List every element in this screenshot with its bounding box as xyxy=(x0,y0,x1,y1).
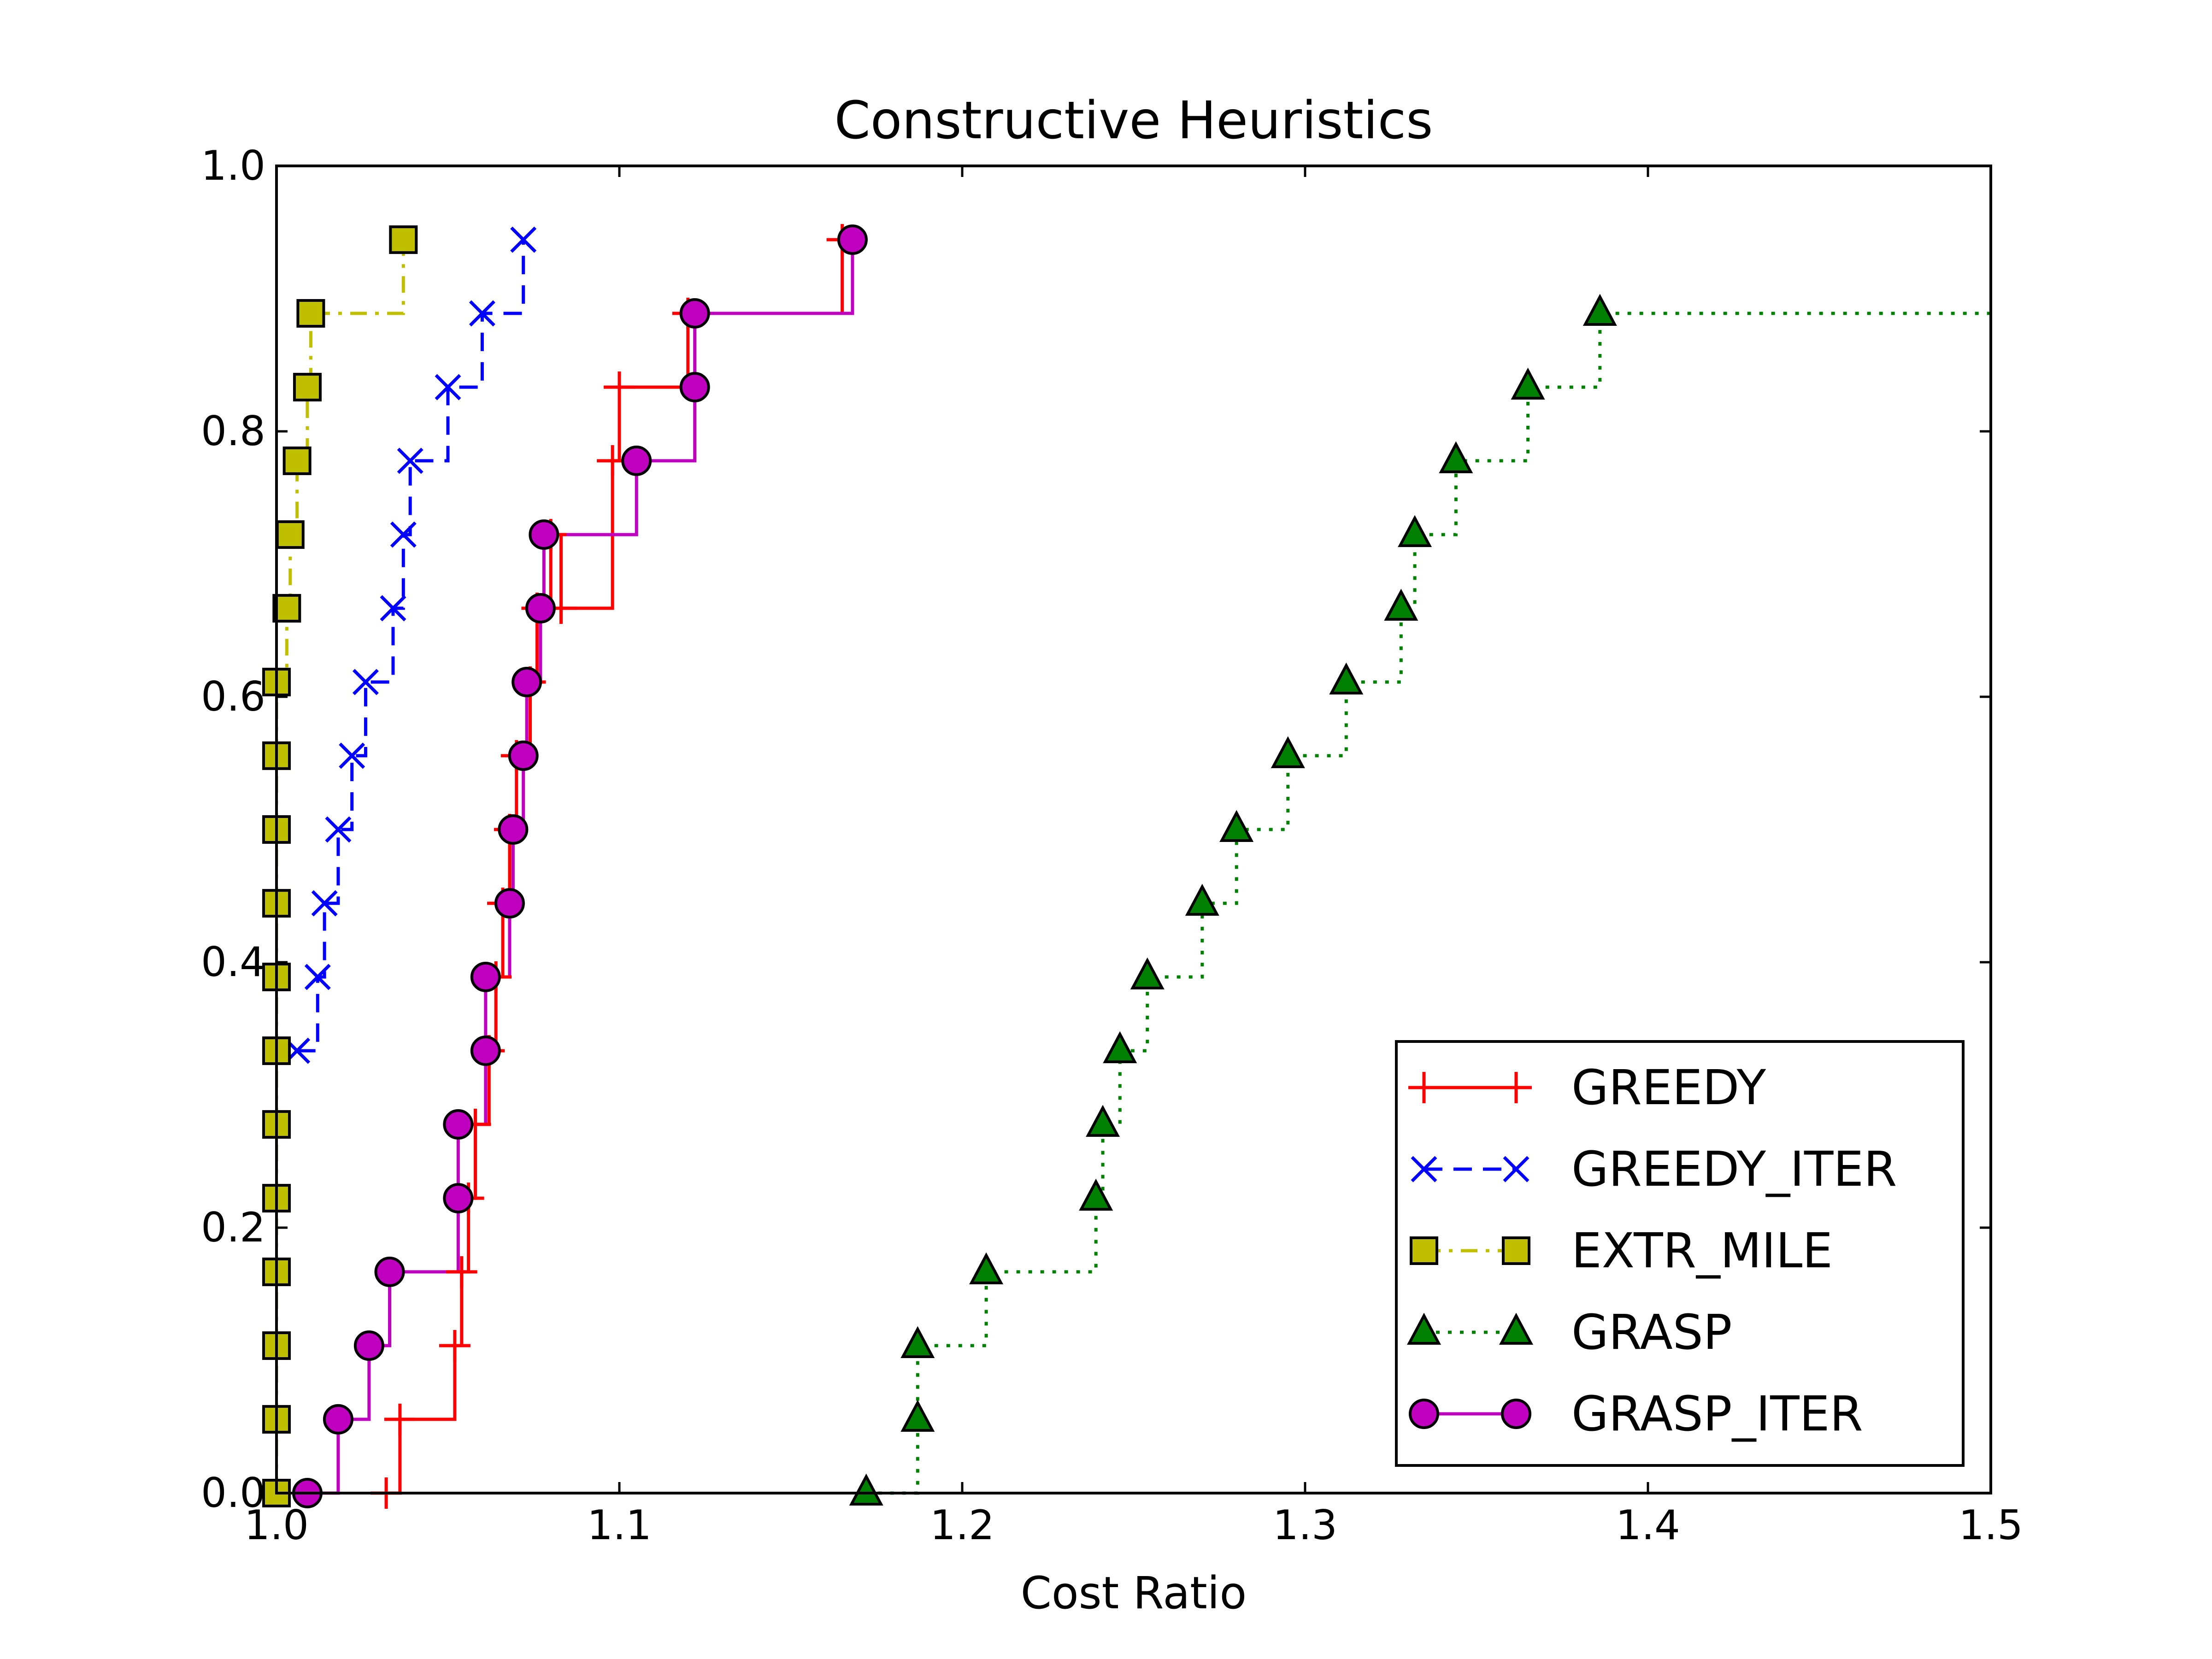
legend-box xyxy=(1395,1040,1965,1467)
x-tick-label: 1.0 xyxy=(244,1501,309,1549)
data-point-greedy-iter xyxy=(469,300,495,327)
data-point-grasp-iter xyxy=(508,740,539,771)
legend-marker xyxy=(1411,1156,1437,1182)
data-point-grasp-iter xyxy=(621,445,652,476)
data-point-greedy-iter xyxy=(397,447,424,474)
data-point-extr-mile xyxy=(282,446,312,475)
y-tick-label: 0.0 xyxy=(201,1469,265,1517)
data-point-grasp-iter xyxy=(470,1035,501,1066)
data-point-grasp-iter xyxy=(470,961,501,992)
data-point-grasp-iter xyxy=(512,667,542,698)
data-point-grasp-iter xyxy=(529,519,559,550)
data-point-greedy-iter xyxy=(311,890,338,917)
x-tick-label: 1.1 xyxy=(587,1501,652,1549)
x-axis-label: Cost Ratio xyxy=(1021,1567,1247,1619)
legend-marker xyxy=(1499,1312,1533,1345)
data-point-grasp xyxy=(1103,1031,1137,1064)
data-point-grasp xyxy=(849,1473,883,1506)
legend-label: GREEDY_ITER xyxy=(1571,1141,1897,1197)
data-point-greedy-iter xyxy=(304,964,331,990)
data-point-greedy-iter xyxy=(390,521,417,548)
y-tick-label: 1.0 xyxy=(201,142,265,189)
data-point-extr-mile xyxy=(272,594,301,623)
legend-item-greedy-iter: GREEDY_ITER xyxy=(1411,1141,1897,1197)
data-point-greedy xyxy=(604,371,635,403)
plot-area xyxy=(262,224,1991,1509)
legend: GREEDY GREEDY_ITER EXTR_MILE GRASP GRASP_ITE… xyxy=(1395,1040,1965,1467)
legend-marker xyxy=(1408,1072,1440,1103)
legend-marker xyxy=(1410,1236,1438,1265)
axes: 1.0 1.1 1.2 1.3 1.4 1.5 0.0 0.2 0.4 0.6 0.8 1.0 xyxy=(201,142,2023,1549)
legend-marker xyxy=(1501,1399,1531,1429)
data-point-extr-mile xyxy=(276,520,305,549)
data-point-greedy-iter xyxy=(352,669,379,695)
data-point-greedy xyxy=(439,1330,471,1362)
data-point-grasp xyxy=(1219,810,1254,842)
data-point-grasp-iter xyxy=(498,814,529,845)
data-point-grasp xyxy=(1329,662,1364,695)
data-point-grasp-iter xyxy=(374,1256,405,1287)
legend-marker xyxy=(1503,1156,1530,1182)
data-point-grasp xyxy=(1079,1178,1113,1211)
legend-label: GRASP xyxy=(1571,1304,1732,1360)
legend-item-grasp-iter: GRASP_ITER xyxy=(1409,1386,1863,1442)
x-tick-label: 1.2 xyxy=(930,1501,994,1549)
data-point-grasp xyxy=(969,1252,1004,1284)
data-point-greedy-iter xyxy=(325,816,352,843)
legend-item-grasp: GRASP xyxy=(1407,1304,1732,1360)
data-point-grasp xyxy=(1398,515,1432,547)
data-point-grasp-iter xyxy=(353,1330,384,1361)
x-tick-label: 1.3 xyxy=(1273,1501,1337,1549)
data-point-grasp-iter xyxy=(679,372,710,403)
data-point-greedy-iter xyxy=(380,595,406,622)
data-point-grasp xyxy=(1271,736,1305,768)
data-point-greedy-iter xyxy=(339,742,365,769)
y-tick-label: 0.4 xyxy=(201,938,265,986)
legend-marker xyxy=(1407,1312,1441,1345)
data-point-greedy-iter xyxy=(510,226,537,253)
data-point-grasp-iter xyxy=(443,1109,474,1140)
data-point-grasp xyxy=(1439,441,1473,473)
data-point-grasp xyxy=(1583,294,1617,326)
y-tick-label: 0.8 xyxy=(201,407,265,455)
data-point-greedy xyxy=(384,1403,416,1435)
series-line-grasp xyxy=(866,312,1991,1495)
plot-frame xyxy=(275,165,1992,1494)
data-point-greedy xyxy=(446,1256,477,1288)
series-line-greedy-iter xyxy=(297,240,525,1053)
legend-marker xyxy=(1502,1236,1530,1265)
x-tick-label: 1.4 xyxy=(1616,1501,1680,1549)
legend-item-greedy: GREEDY xyxy=(1408,1059,1766,1116)
data-point-grasp-iter xyxy=(837,224,868,255)
y-tick-label: 0.6 xyxy=(201,673,265,720)
data-point-grasp xyxy=(900,1326,935,1359)
data-point-extr-mile xyxy=(389,225,418,254)
data-point-grasp xyxy=(1130,957,1165,989)
data-point-grasp xyxy=(900,1400,935,1432)
data-point-extr-mile xyxy=(293,373,322,402)
chart-title: Constructive Heuristics xyxy=(835,91,1433,151)
data-point-grasp-iter xyxy=(323,1404,353,1435)
data-point-grasp-iter xyxy=(679,298,710,329)
legend-label: EXTR_MILE xyxy=(1571,1223,1833,1279)
y-tick-label: 0.2 xyxy=(201,1204,265,1251)
data-point-grasp xyxy=(1511,367,1545,400)
legend-item-extr-mile: EXTR_MILE xyxy=(1410,1223,1833,1279)
legend-marker xyxy=(1500,1072,1532,1103)
x-tick-label: 1.5 xyxy=(1959,1501,2023,1549)
data-point-grasp xyxy=(1185,883,1219,916)
legend-label: GRASP_ITER xyxy=(1571,1386,1863,1442)
data-point-grasp-iter xyxy=(525,593,556,624)
data-point-grasp xyxy=(1086,1105,1120,1137)
data-point-greedy-iter xyxy=(435,374,461,400)
data-point-grasp-iter xyxy=(494,888,525,919)
data-point-extr-mile xyxy=(296,299,325,328)
data-point-grasp-iter xyxy=(443,1183,474,1214)
data-point-grasp xyxy=(1384,588,1418,621)
legend-label: GREEDY xyxy=(1571,1059,1766,1116)
legend-marker xyxy=(1409,1399,1439,1429)
